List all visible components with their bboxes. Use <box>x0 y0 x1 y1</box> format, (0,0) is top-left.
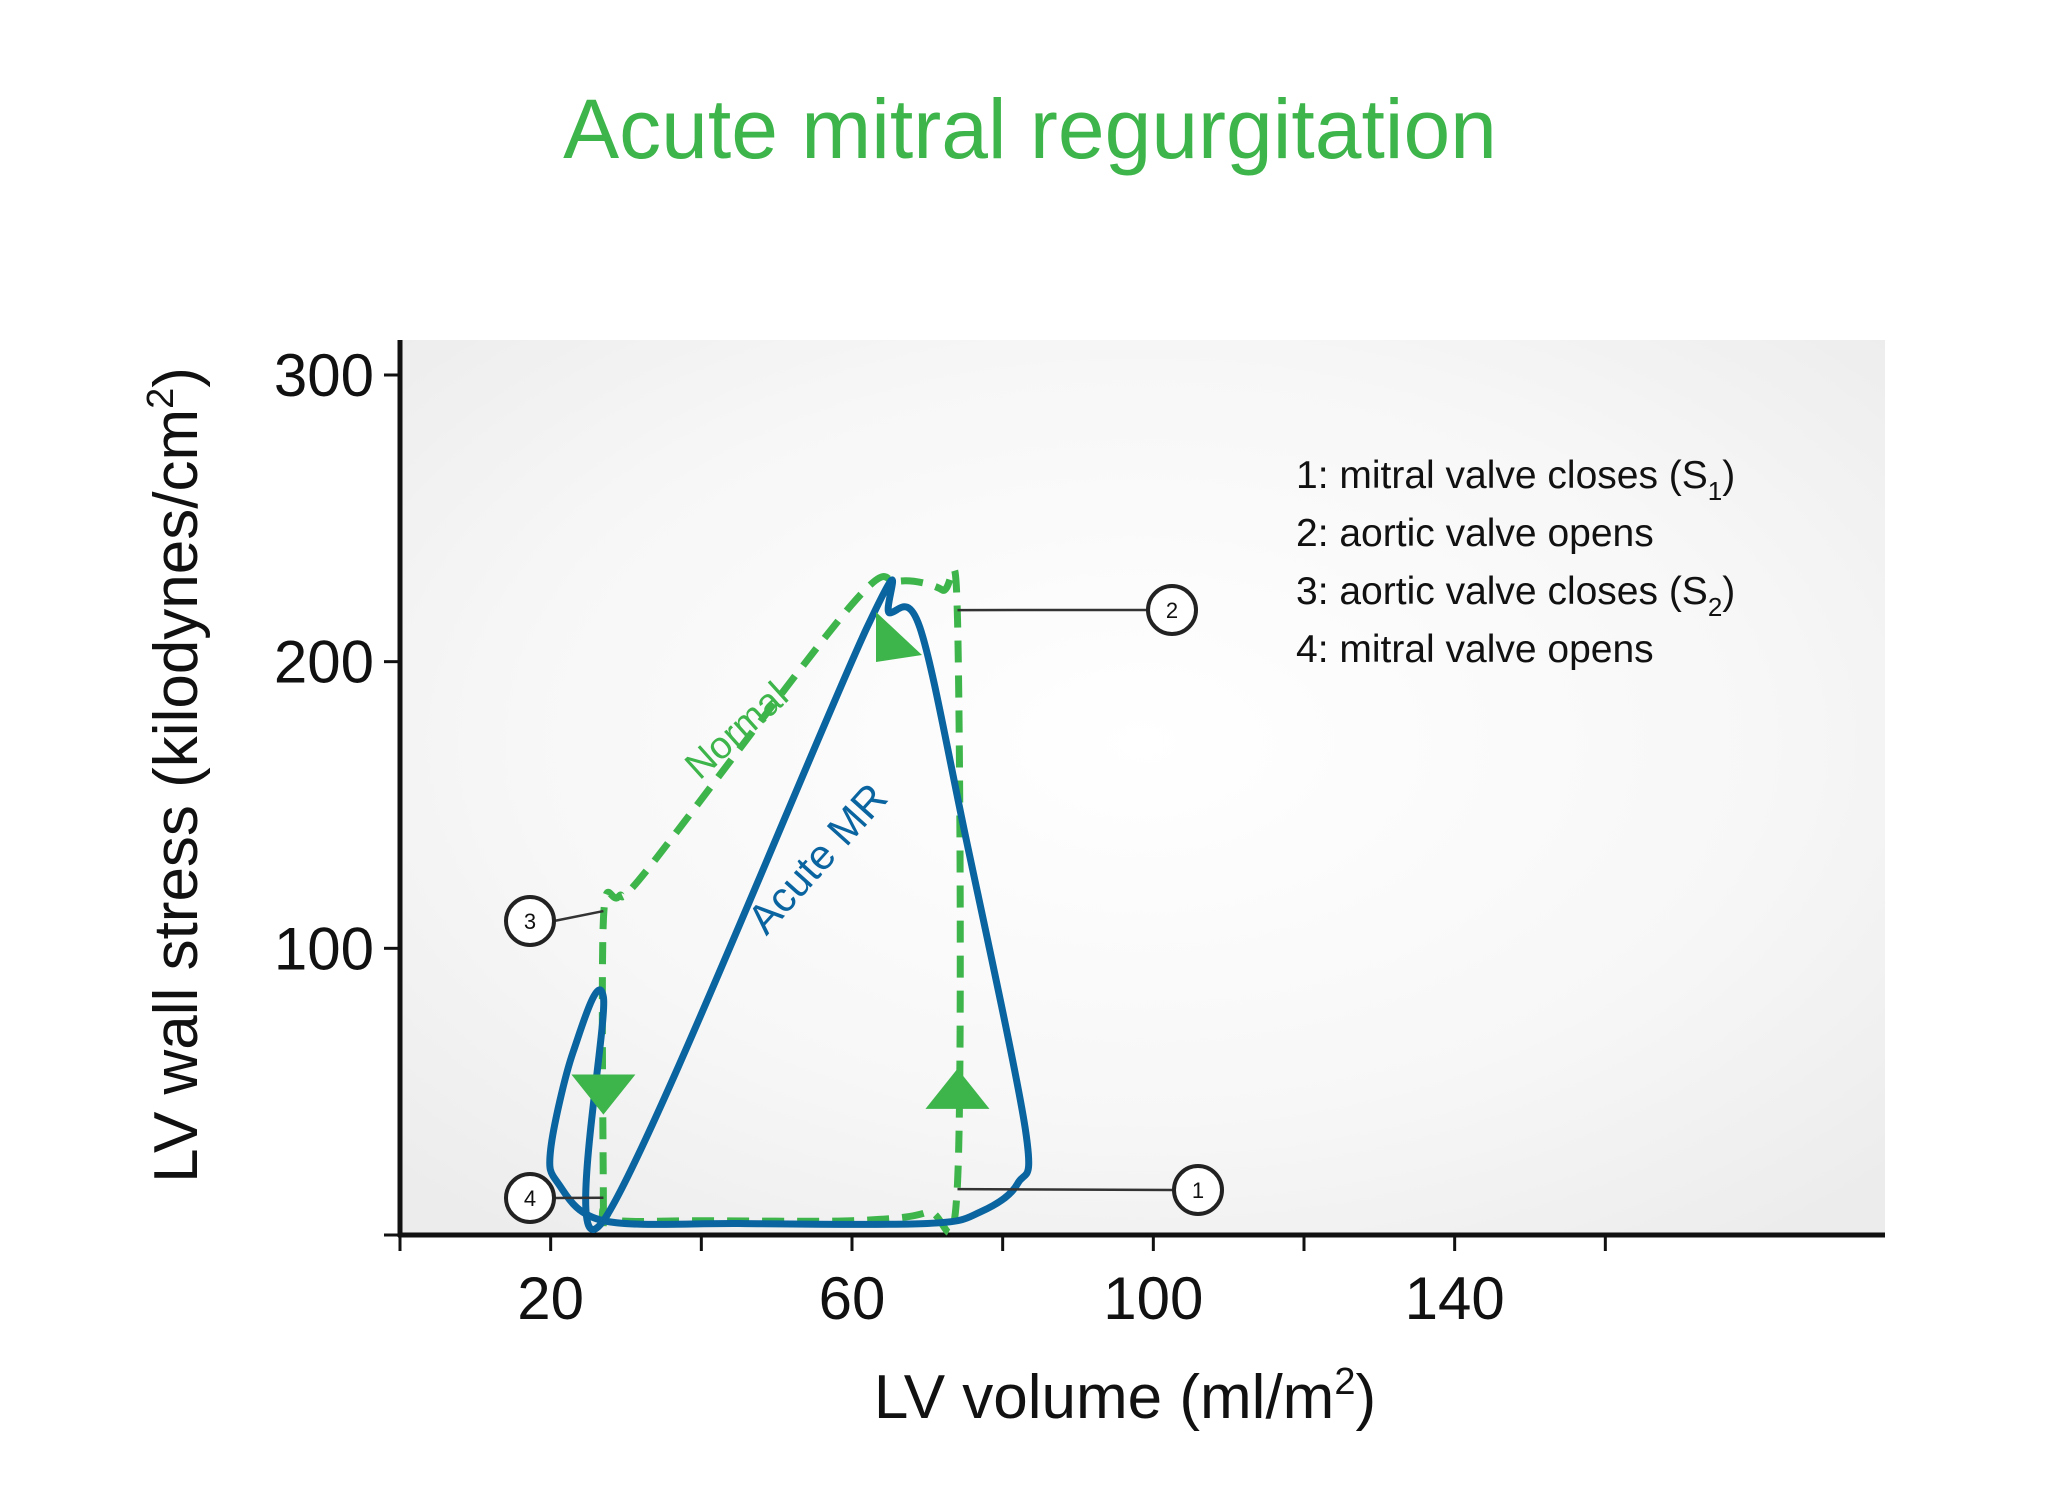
marker-leader-3 <box>553 909 604 923</box>
plot-area <box>400 340 1885 1235</box>
markers: 1 2 3 4 <box>504 584 1224 1224</box>
x-tick-label: 140 <box>1405 1265 1505 1332</box>
y-tick-label: 100 <box>274 915 374 982</box>
legend-item-3: 3: aortic valve closes (S2) <box>1296 570 1735 622</box>
x-tick-label: 20 <box>517 1265 584 1332</box>
x-tick-label: 100 <box>1103 1265 1203 1332</box>
marker-label-3: 3 <box>524 909 536 934</box>
arrow-down <box>571 1074 636 1115</box>
ticks <box>384 373 1607 1251</box>
marker-label-2: 2 <box>1166 598 1178 623</box>
legend: 1: mitral valve closes (S1) 2: aortic val… <box>1296 454 1735 671</box>
y-tick-label: 200 <box>274 629 374 696</box>
marker-leader-1 <box>957 1187 1175 1192</box>
legend-item-1: 1: mitral valve closes (S1) <box>1296 454 1735 506</box>
axes <box>397 340 1885 1238</box>
x-axis-label: LV volume (ml/m2) <box>874 1361 1376 1432</box>
legend-item-4: 4: mitral valve opens <box>1296 628 1654 671</box>
chart-title: Acute mitral regurgitation <box>563 82 1497 176</box>
series-acute-mr-loop <box>546 576 1033 1234</box>
arrow-up <box>925 1068 990 1109</box>
series-layer <box>546 565 1033 1237</box>
y-axis-label: LV wall stress (kilodynes/cm2) <box>140 367 211 1183</box>
legend-item-2: 2: aortic valve opens <box>1296 512 1654 555</box>
marker-circle-4 <box>504 1172 556 1224</box>
direction-arrows <box>571 612 990 1115</box>
marker-label-4: 4 <box>524 1186 536 1211</box>
marker-circle-2 <box>1146 584 1198 636</box>
tick-labels: 20 60 100 140 100 200 300 <box>274 342 1505 1332</box>
marker-circle-3 <box>504 895 556 947</box>
y-tick-label: 300 <box>274 342 374 409</box>
marker-circle-1 <box>1172 1164 1224 1216</box>
x-tick-label: 60 <box>819 1265 886 1332</box>
marker-label-1: 1 <box>1192 1178 1204 1203</box>
arrow-diagonal <box>876 612 922 662</box>
